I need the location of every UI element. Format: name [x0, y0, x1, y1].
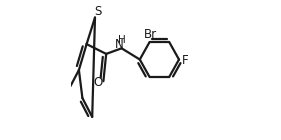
Text: F: F — [182, 54, 189, 67]
Text: S: S — [94, 5, 101, 18]
Text: Br: Br — [144, 28, 157, 41]
Text: O: O — [94, 76, 103, 89]
Text: N: N — [115, 38, 124, 51]
Text: H: H — [118, 35, 126, 45]
